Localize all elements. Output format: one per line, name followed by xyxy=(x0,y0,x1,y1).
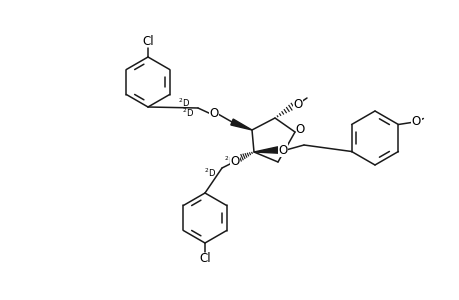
Text: $^2$D: $^2$D xyxy=(178,97,190,109)
Text: Cl: Cl xyxy=(199,253,210,266)
Polygon shape xyxy=(253,147,278,153)
Text: $^2$D: $^2$D xyxy=(224,155,235,167)
Polygon shape xyxy=(230,119,252,130)
Text: Cl: Cl xyxy=(142,34,153,47)
Text: O: O xyxy=(295,122,304,136)
Text: $^2$D: $^2$D xyxy=(203,167,216,179)
Text: $^2$D: $^2$D xyxy=(182,107,194,119)
Text: O: O xyxy=(230,154,239,167)
Text: O: O xyxy=(411,115,420,128)
Text: O: O xyxy=(293,98,302,110)
Text: O: O xyxy=(209,106,218,119)
Text: O: O xyxy=(278,143,287,157)
